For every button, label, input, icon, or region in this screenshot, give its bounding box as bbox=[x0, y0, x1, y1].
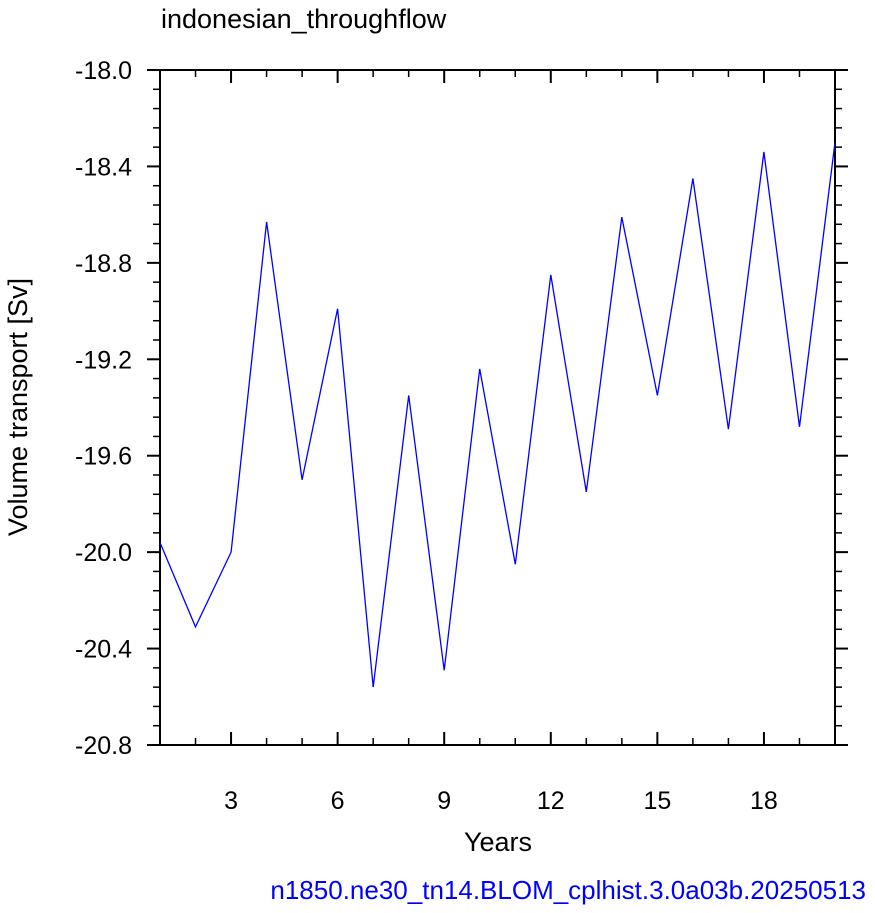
y-tick-label: -18.8 bbox=[75, 250, 132, 278]
y-tick-label: -19.6 bbox=[75, 443, 132, 471]
x-tick-label: 6 bbox=[331, 787, 345, 815]
y-axis-ticks: -18.0 -18.4 -18.8 -19.2 -19.6 -20.0 -20.4 -20.8 bbox=[75, 57, 848, 760]
x-axis-label: Years bbox=[464, 827, 532, 857]
x-tick-label: 9 bbox=[437, 787, 451, 815]
series-line bbox=[159, 142, 836, 688]
y-tick-label: -20.8 bbox=[75, 732, 132, 760]
x-tick-label: 3 bbox=[224, 787, 238, 815]
x-axis-ticks: 3 6 9 12 15 18 bbox=[159, 70, 836, 815]
plot-border bbox=[159, 69, 836, 746]
chart-title: indonesian_throughflow bbox=[161, 4, 447, 34]
y-tick-label: -20.4 bbox=[75, 636, 132, 664]
y-tick-label: -20.0 bbox=[75, 539, 132, 567]
chart-caption: n1850.ne30_tn14.BLOM_cplhist.3.0a03b.202… bbox=[270, 875, 866, 905]
y-tick-label: -19.2 bbox=[75, 346, 132, 374]
x-tick-label: 15 bbox=[643, 787, 671, 815]
x-tick-label: 18 bbox=[750, 787, 778, 815]
x-tick-label: 12 bbox=[537, 787, 565, 815]
y-tick-label: -18.0 bbox=[75, 57, 132, 85]
series-layer bbox=[159, 142, 836, 688]
plot-frame bbox=[159, 69, 836, 746]
y-tick-label: -18.4 bbox=[75, 153, 132, 181]
y-axis-label: Volume transport [Sv] bbox=[3, 278, 33, 536]
